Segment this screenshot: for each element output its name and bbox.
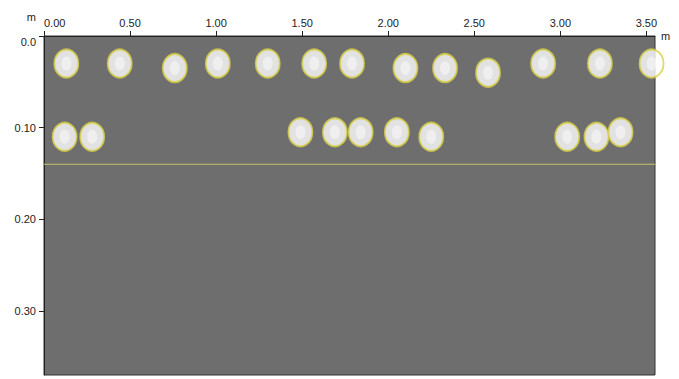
svg-text:2.50: 2.50 bbox=[464, 17, 485, 29]
svg-text:0.10: 0.10 bbox=[15, 122, 36, 134]
svg-text:0.00: 0.00 bbox=[44, 17, 65, 29]
svg-text:0.20: 0.20 bbox=[15, 213, 36, 225]
svg-text:3.00: 3.00 bbox=[550, 17, 571, 29]
svg-text:0.0: 0.0 bbox=[21, 36, 36, 48]
svg-text:1.00: 1.00 bbox=[205, 17, 226, 29]
svg-text:2.00: 2.00 bbox=[378, 17, 399, 29]
svg-text:m: m bbox=[661, 30, 670, 42]
svg-text:0.50: 0.50 bbox=[119, 17, 140, 29]
svg-text:0.30: 0.30 bbox=[15, 305, 36, 317]
svg-text:3.50: 3.50 bbox=[636, 17, 657, 29]
svg-text:1.50: 1.50 bbox=[291, 17, 312, 29]
svg-text:m: m bbox=[27, 11, 36, 23]
